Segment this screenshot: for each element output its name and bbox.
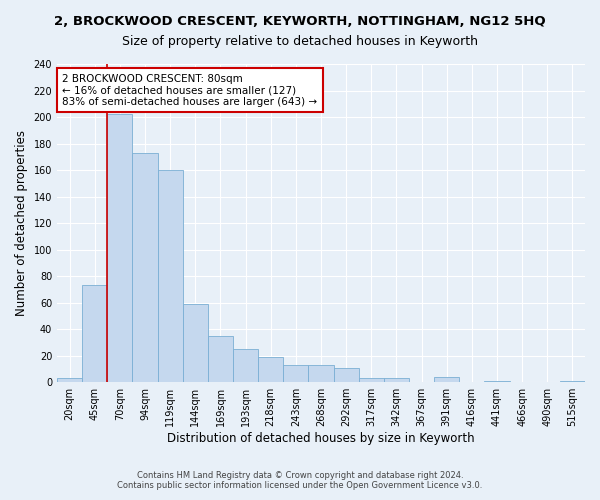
Y-axis label: Number of detached properties: Number of detached properties <box>15 130 28 316</box>
X-axis label: Distribution of detached houses by size in Keyworth: Distribution of detached houses by size … <box>167 432 475 445</box>
Bar <box>82 286 107 382</box>
Bar <box>158 170 183 382</box>
Bar <box>57 378 82 382</box>
Bar <box>208 336 233 382</box>
Bar <box>484 381 509 382</box>
Bar <box>308 365 334 382</box>
Bar <box>283 365 308 382</box>
Text: Contains HM Land Registry data © Crown copyright and database right 2024.
Contai: Contains HM Land Registry data © Crown c… <box>118 470 482 490</box>
Bar <box>183 304 208 382</box>
Text: Size of property relative to detached houses in Keyworth: Size of property relative to detached ho… <box>122 35 478 48</box>
Bar <box>334 368 359 382</box>
Bar <box>107 114 133 382</box>
Bar <box>359 378 384 382</box>
Bar <box>258 357 283 382</box>
Bar <box>560 381 585 382</box>
Bar <box>434 377 459 382</box>
Bar <box>384 378 409 382</box>
Text: 2, BROCKWOOD CRESCENT, KEYWORTH, NOTTINGHAM, NG12 5HQ: 2, BROCKWOOD CRESCENT, KEYWORTH, NOTTING… <box>54 15 546 28</box>
Bar <box>133 153 158 382</box>
Text: 2 BROCKWOOD CRESCENT: 80sqm
← 16% of detached houses are smaller (127)
83% of se: 2 BROCKWOOD CRESCENT: 80sqm ← 16% of det… <box>62 74 317 106</box>
Bar <box>233 349 258 382</box>
